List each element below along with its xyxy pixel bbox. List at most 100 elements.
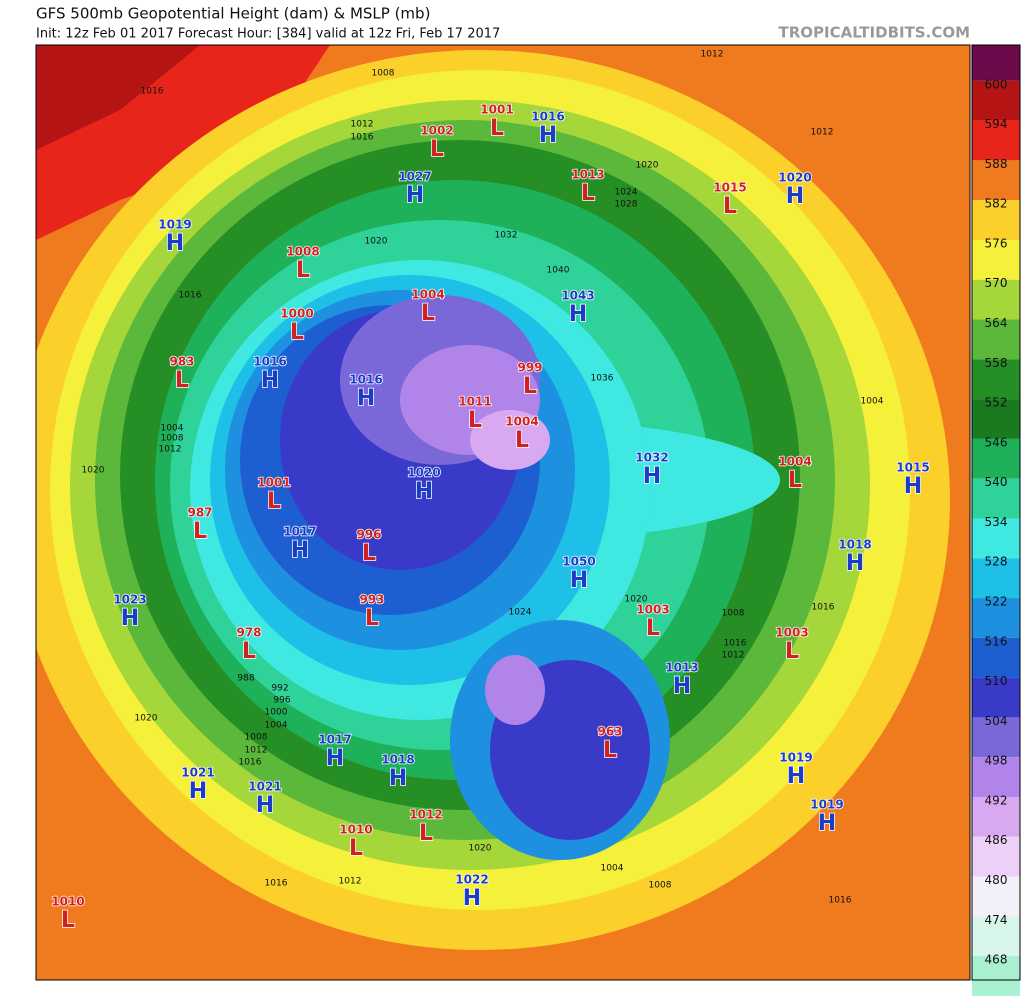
isobar-label: 1020 (365, 237, 388, 247)
center-pressure: 1018 (838, 538, 871, 552)
center-pressure: 1010 (51, 895, 84, 909)
colorbar-tick-label: 480 (985, 873, 1008, 887)
center-pressure: 1016 (253, 355, 286, 369)
isobar-label: 1016 (239, 758, 262, 768)
center-letter: H (256, 793, 274, 818)
isobar-label: 1040 (547, 266, 570, 276)
colorbar-tick-label: 474 (985, 913, 1008, 927)
center-letter: L (296, 258, 310, 283)
center-pressure: 1010 (339, 823, 372, 837)
isobar-label: 1008 (372, 69, 395, 79)
center-pressure: 1001 (480, 103, 513, 117)
center-letter: H (570, 568, 588, 593)
center-pressure: 1003 (775, 626, 808, 640)
isobar-label: 1012 (159, 445, 182, 455)
center-pressure: 1021 (181, 766, 214, 780)
center-letter: H (291, 538, 309, 563)
center-letter: L (788, 468, 802, 493)
center-letter: L (419, 821, 433, 846)
colorbar-tick-label: 594 (985, 117, 1008, 131)
center-letter: L (581, 181, 595, 206)
center-letter: L (468, 408, 482, 433)
isobar-label: 1020 (82, 466, 105, 476)
colorbar-band (972, 319, 1020, 360)
colorbar-tick-label: 552 (985, 396, 1008, 410)
center-letter: H (261, 368, 279, 393)
colorbar-tick-label: 534 (985, 515, 1008, 529)
center-letter: H (121, 606, 139, 631)
center-letter: L (175, 368, 189, 393)
isobar-label: 1008 (161, 434, 184, 444)
map-frame (35, 44, 971, 981)
isobar-label: 1012 (701, 50, 724, 60)
center-letter: L (723, 194, 737, 219)
center-letter: L (61, 908, 75, 933)
center-pressure: 1000 (280, 307, 313, 321)
colorbar-tick-label: 510 (985, 674, 1008, 688)
center-pressure: 1020 (778, 171, 811, 185)
center-letter: H (357, 386, 375, 411)
center-pressure: 1013 (571, 168, 604, 182)
colorbar-tick-label: 588 (985, 157, 1008, 171)
colorbar-band (972, 80, 1020, 121)
colorbar-tick-label: 570 (985, 276, 1008, 290)
colorbar-band (972, 438, 1020, 479)
center-letter: L (603, 738, 617, 763)
center-letter: H (415, 479, 433, 504)
colorbar-tick-label: 498 (985, 754, 1008, 768)
center-letter: H (786, 184, 804, 209)
isobar-label: 1012 (351, 120, 374, 130)
center-pressure: 996 (356, 528, 381, 542)
colorbar-band (972, 359, 1020, 400)
center-pressure: 1011 (458, 395, 491, 409)
isobar-label: 1012 (722, 651, 745, 661)
center-pressure: 1027 (398, 170, 431, 184)
subtitle: Init: 12z Feb 01 2017 Forecast Hour: [38… (36, 27, 500, 42)
isobar-label: 1016 (179, 291, 202, 301)
isobar-label: 1012 (245, 746, 268, 756)
center-pressure: 993 (359, 593, 384, 607)
colorbar-tick-label: 582 (985, 197, 1008, 211)
center-pressure: 1050 (562, 555, 595, 569)
center-letter: H (326, 746, 344, 771)
center-pressure: 1004 (778, 455, 811, 469)
isobar-label: 1024 (615, 188, 638, 198)
colorbar-band (972, 717, 1020, 758)
colorbar-tick-label: 468 (985, 953, 1008, 967)
center-letter: H (787, 764, 805, 789)
center-pressure: 978 (236, 626, 261, 640)
colorbar-top (972, 45, 1020, 81)
center-letter: H (539, 123, 557, 148)
colorbar-band (972, 120, 1020, 161)
center-letter: H (818, 811, 836, 836)
center-letter: L (421, 301, 435, 326)
colorbar-tick-label: 522 (985, 595, 1008, 609)
isobar-label: 1020 (625, 595, 648, 605)
colorbar-band (972, 677, 1020, 718)
center-letter: L (430, 137, 444, 162)
center-pressure: 1021 (248, 780, 281, 794)
isobar-label: 988 (237, 674, 254, 684)
center-letter: H (673, 674, 691, 699)
colorbar-band (972, 279, 1020, 320)
colorbar-band (972, 796, 1020, 837)
colorbar-tick-label: 558 (985, 356, 1008, 370)
colorbar-band (972, 757, 1020, 797)
center-pressure: 987 (187, 506, 212, 520)
isobar-label: 1008 (245, 733, 268, 743)
isobar-label: 1004 (601, 864, 624, 874)
isobar-label: 1020 (636, 161, 659, 171)
isobar-label: 996 (273, 696, 290, 706)
colorbar-tick-label: 540 (985, 475, 1008, 489)
center-letter: L (365, 606, 379, 631)
center-letter: L (267, 489, 281, 514)
center-pressure: 999 (517, 361, 542, 375)
isobar-label: 1020 (469, 844, 492, 854)
isobar-label: 1000 (265, 708, 288, 718)
center-pressure: 1013 (665, 661, 698, 675)
isobar-label: 1004 (265, 721, 288, 731)
colorbar-band (972, 200, 1020, 240)
center-letter: L (490, 116, 504, 141)
center-pressure: 1002 (420, 124, 453, 138)
